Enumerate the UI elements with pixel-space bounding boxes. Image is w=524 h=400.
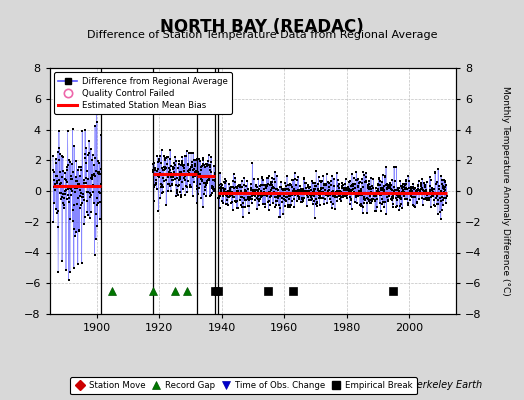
Legend: Difference from Regional Average, Quality Control Failed, Estimated Station Mean: Difference from Regional Average, Qualit… (54, 72, 232, 114)
Text: Difference of Station Temperature Data from Regional Average: Difference of Station Temperature Data f… (87, 30, 437, 40)
Text: NORTH BAY (READAC): NORTH BAY (READAC) (160, 18, 364, 36)
Text: Berkeley Earth: Berkeley Earth (410, 380, 482, 390)
Legend: Station Move, Record Gap, Time of Obs. Change, Empirical Break: Station Move, Record Gap, Time of Obs. C… (70, 377, 417, 394)
Y-axis label: Monthly Temperature Anomaly Difference (°C): Monthly Temperature Anomaly Difference (… (501, 86, 510, 296)
